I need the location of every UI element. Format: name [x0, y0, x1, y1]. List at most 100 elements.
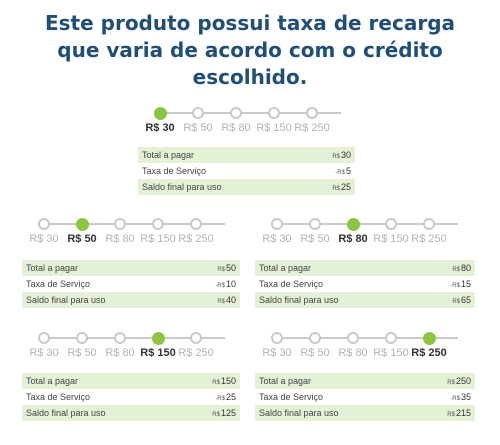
slider-option-label[interactable]: R$ 150 [140, 233, 176, 245]
row-label: Taxa de Serviço [142, 166, 207, 176]
row-value: -R$5 [335, 163, 351, 181]
slider-option-label[interactable]: R$ 150 [256, 122, 292, 134]
row-value: R$30 [332, 147, 351, 165]
slider-option-label[interactable]: R$ 30 [262, 347, 292, 359]
slider-stop[interactable] [114, 332, 126, 344]
slider-option-label[interactable]: R$ 250 [411, 233, 447, 245]
amount: 5 [345, 166, 351, 176]
slider-option-label[interactable]: R$ 150 [373, 233, 409, 245]
slider-option-label[interactable]: R$ 250 [411, 347, 447, 359]
slider-knob[interactable] [346, 217, 360, 231]
slider-stop[interactable] [268, 107, 280, 119]
slider-stop[interactable] [309, 332, 321, 344]
final-balance-row: Saldo final para uso R$215 [255, 405, 475, 421]
credit-slider[interactable]: R$ 30 R$ 50 R$ 80 R$ 150 R$ 250 [22, 330, 240, 360]
slider-option-label[interactable]: R$ 250 [294, 122, 330, 134]
slider-stop[interactable] [306, 107, 318, 119]
fee-row: Taxa de Serviço -R$25 [22, 389, 240, 405]
fee-row: Taxa de Serviço -R$10 [22, 276, 240, 292]
credit-slider[interactable]: R$ 30 R$ 50 R$ 80 R$ 150 R$ 250 [255, 216, 475, 246]
slider-stop[interactable] [152, 218, 164, 230]
amount: 250 [455, 376, 471, 386]
amount: 25 [225, 392, 236, 402]
slider-option-label[interactable]: R$ 30 [29, 233, 59, 245]
slider-stop[interactable] [271, 218, 283, 230]
slider-stop[interactable] [190, 218, 202, 230]
slider-option-label[interactable]: R$ 80 [105, 233, 135, 245]
slider-stop[interactable] [271, 332, 283, 344]
slider-option-label[interactable]: R$ 50 [67, 233, 97, 245]
slider-stop[interactable] [38, 332, 50, 344]
total-row: Total a pagar R$80 [255, 260, 475, 276]
row-label: Total a pagar [26, 263, 79, 273]
row-label: Saldo final para uso [259, 295, 339, 305]
currency-symbol: -R$ [335, 170, 345, 176]
slider-option-label[interactable]: R$ 30 [29, 347, 59, 359]
credit-slider[interactable]: R$ 30 R$ 50 R$ 80 R$ 150 R$ 250 [22, 216, 240, 246]
slider-option-label[interactable]: R$ 150 [140, 347, 176, 359]
amount: 150 [220, 376, 236, 386]
row-label: Taxa de Serviço [26, 279, 91, 289]
slider-option-label[interactable]: R$ 50 [300, 233, 330, 245]
title-line: Este produto possui taxa de recarga [44, 11, 456, 35]
currency-symbol: R$ [447, 380, 455, 386]
slider-option-label[interactable]: R$ 80 [338, 347, 368, 359]
slider-option-label[interactable]: R$ 50 [67, 347, 97, 359]
slider-stop[interactable] [76, 332, 88, 344]
slider-knob[interactable] [153, 106, 167, 120]
fee-row: Taxa de Serviço -R$15 [255, 276, 475, 292]
total-row: Total a pagar R$50 [22, 260, 240, 276]
price-breakdown-table: Total a pagar R$50 Taxa de Serviço -R$10 Sal… [22, 260, 240, 308]
slider-option-label[interactable]: R$ 250 [178, 233, 214, 245]
slider-knob[interactable] [422, 331, 436, 345]
slider-option-label[interactable]: R$ 50 [300, 347, 330, 359]
slider-option-label[interactable]: R$ 30 [262, 233, 292, 245]
currency-symbol: R$ [452, 299, 460, 305]
row-value: -R$25 [215, 389, 236, 407]
credit-slider[interactable]: R$ 30 R$ 50 R$ 80 R$ 150 R$ 250 [138, 105, 355, 135]
slider-option-label[interactable]: R$ 80 [221, 122, 251, 134]
pricing-panel: R$ 30 R$ 50 R$ 80 R$ 150 R$ 250 Total a pagar… [255, 330, 475, 421]
row-label: Taxa de Serviço [259, 392, 324, 402]
row-label: Saldo final para uso [142, 182, 222, 192]
slider-stop[interactable] [423, 218, 435, 230]
currency-symbol: R$ [217, 267, 225, 273]
slider-stop[interactable] [385, 218, 397, 230]
currency-symbol: R$ [447, 412, 455, 418]
row-value: R$25 [332, 179, 351, 197]
slider-knob[interactable] [151, 331, 165, 345]
slider-knob[interactable] [75, 217, 89, 231]
slider-stop[interactable] [114, 218, 126, 230]
row-label: Saldo final para uso [259, 408, 339, 418]
credit-slider[interactable]: R$ 30 R$ 50 R$ 80 R$ 150 R$ 250 [255, 330, 475, 360]
slider-option-label[interactable]: R$ 250 [178, 347, 214, 359]
slider-option-label[interactable]: R$ 80 [105, 347, 135, 359]
amount: 35 [460, 392, 471, 402]
slider-option-label[interactable]: R$ 80 [338, 233, 368, 245]
slider-stop[interactable] [309, 218, 321, 230]
row-value: R$125 [212, 405, 236, 423]
slider-stop[interactable] [385, 332, 397, 344]
title-line: escolhido. [192, 65, 308, 89]
row-value: R$65 [452, 292, 471, 310]
row-value: R$40 [217, 292, 236, 310]
slider-stop[interactable] [192, 107, 204, 119]
slider-option-label[interactable]: R$ 50 [183, 122, 213, 134]
total-row: Total a pagar R$30 [138, 147, 355, 163]
row-label: Saldo final para uso [26, 295, 106, 305]
slider-stop[interactable] [38, 218, 50, 230]
currency-symbol: R$ [212, 412, 220, 418]
amount: 25 [340, 182, 351, 192]
currency-symbol: -R$ [450, 396, 460, 402]
amount: 30 [340, 150, 351, 160]
amount: 50 [225, 263, 236, 273]
slider-stop[interactable] [230, 107, 242, 119]
slider-stop[interactable] [190, 332, 202, 344]
slider-option-label[interactable]: R$ 150 [373, 347, 409, 359]
slider-option-label[interactable]: R$ 30 [145, 122, 175, 134]
slider-stop[interactable] [347, 332, 359, 344]
row-value: R$50 [217, 260, 236, 278]
currency-symbol: -R$ [450, 283, 460, 289]
amount: 65 [460, 295, 471, 305]
amount: 40 [225, 295, 236, 305]
